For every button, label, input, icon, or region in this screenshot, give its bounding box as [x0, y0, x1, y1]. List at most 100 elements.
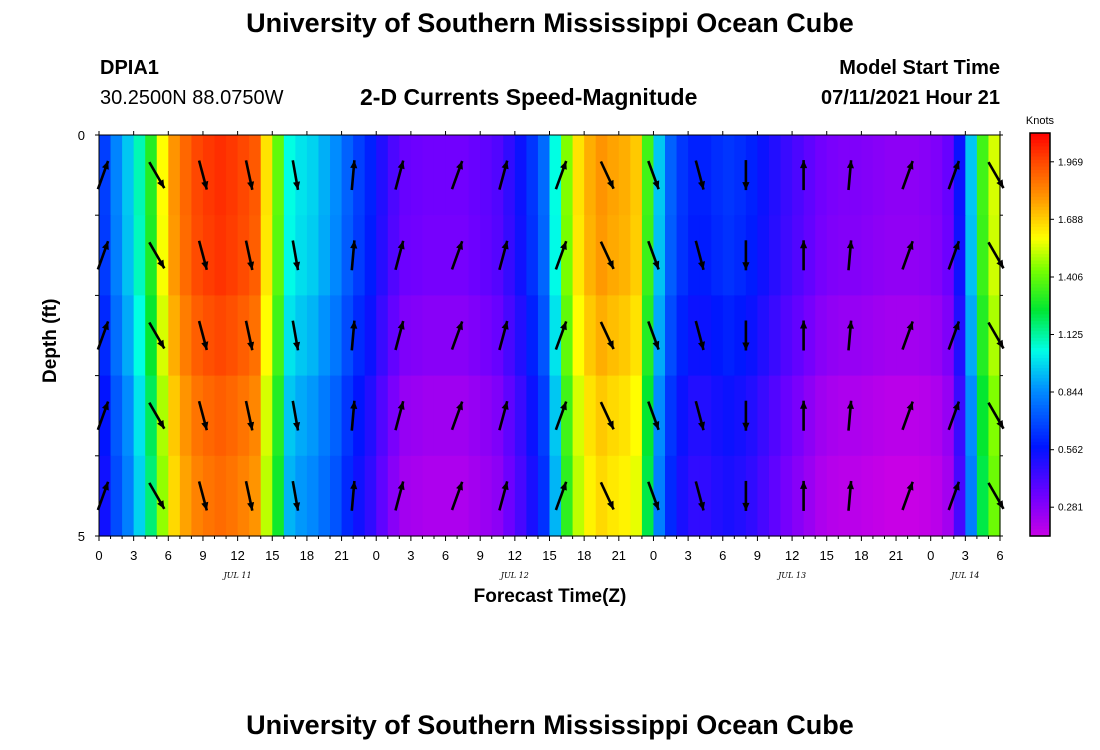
heatmap-cell [618, 215, 631, 296]
heatmap-cell [283, 295, 296, 377]
colorbar-swatch [1030, 317, 1050, 322]
heatmap-cell [526, 215, 539, 296]
colorbar-tick-label: 0.844 [1058, 388, 1083, 399]
heatmap-cell [838, 375, 851, 457]
colorbar-swatch [1030, 267, 1050, 272]
current-vector-arrow [947, 160, 961, 190]
heatmap-cell [376, 295, 389, 377]
heatmap-cell [896, 135, 909, 216]
x-tick-label: 21 [612, 548, 626, 563]
heatmap-cell [318, 455, 331, 537]
colorbar-swatch [1030, 421, 1050, 426]
heatmap-cell [699, 375, 712, 457]
colorbar-swatch [1030, 519, 1050, 524]
colorbar-swatch [1030, 435, 1050, 440]
heatmap-cell [849, 295, 862, 377]
heatmap-cell [584, 295, 597, 377]
colorbar-swatch [1030, 462, 1050, 467]
colorbar-swatch [1030, 213, 1050, 218]
heatmap-cell [306, 135, 320, 216]
heatmap-cell [561, 375, 574, 457]
heatmap-cell [341, 295, 354, 377]
colorbar-swatch [1030, 465, 1050, 470]
current-vector-arrow [800, 400, 808, 431]
colorbar-swatch [1030, 180, 1050, 184]
model-start-label: Model Start Time [839, 57, 1000, 79]
heatmap-cell [861, 455, 874, 537]
colorbar-swatch [1030, 196, 1050, 201]
heatmap-cell [884, 375, 897, 457]
heatmap-cell [514, 455, 527, 537]
heatmap-cell [503, 215, 516, 296]
current-vector-arrow [350, 240, 358, 271]
heatmap-cell [768, 215, 782, 296]
heatmap-cell [526, 135, 539, 216]
heatmap-cell [988, 215, 1001, 296]
heatmap-cell [445, 215, 458, 296]
heatmap-cell [99, 295, 112, 377]
heatmap-cell [780, 135, 793, 216]
heatmap-cell [768, 375, 782, 457]
current-vector-arrow [901, 160, 914, 190]
heatmap-cell [919, 135, 932, 216]
heatmap-cell [457, 215, 470, 296]
heatmap-cell [272, 375, 285, 457]
heatmap-cell [341, 375, 354, 457]
colorbar: Knots 1.969 1.688 1.406 1.125 0.844 0.562 0.281 [1026, 115, 1083, 537]
heatmap-cell [965, 455, 978, 537]
heatmap-cell [202, 455, 216, 537]
current-vector-arrow [450, 160, 464, 190]
colorbar-swatch [1030, 522, 1050, 527]
current-vector-arrow [498, 240, 509, 271]
heatmap-cell [815, 455, 828, 537]
heatmap-cell [226, 455, 239, 537]
current-vector-arrow [498, 160, 509, 190]
heatmap-cell [803, 295, 816, 377]
heatmap-cell [399, 215, 412, 296]
heatmap-cell [572, 375, 585, 457]
heatmap-cell [849, 215, 862, 296]
heatmap-cell [202, 375, 216, 457]
colorbar-swatch [1030, 341, 1050, 346]
heatmap-cell [665, 295, 678, 377]
heatmap-cell [688, 215, 701, 296]
heatmap-cell [792, 215, 805, 296]
current-vector-arrow [96, 160, 110, 190]
heatmap-cell [653, 375, 666, 457]
heatmap-cell [318, 295, 331, 377]
heatmap-cell [861, 375, 874, 457]
heatmap-cell [699, 455, 712, 537]
x-tick-label: 3 [130, 548, 137, 563]
heatmap-cell [387, 455, 400, 537]
footer-title: University of Southern Mississippi Ocean… [246, 710, 854, 740]
heatmap-cell [537, 295, 551, 377]
heatmap-cell [711, 455, 724, 537]
heatmap-cell [422, 455, 435, 537]
heatmap-cell [930, 375, 943, 457]
heatmap-cell [688, 295, 701, 377]
current-vector-arrow [394, 160, 405, 190]
heatmap-cell [595, 215, 608, 296]
colorbar-swatch [1030, 448, 1050, 453]
colorbar-swatch [1030, 388, 1050, 393]
heatmap-cell [780, 455, 793, 537]
heatmap-cell [514, 375, 527, 457]
colorbar-swatch [1030, 405, 1050, 409]
heatmap-cell [445, 135, 458, 216]
x-tick-label: 9 [754, 548, 761, 563]
heatmap-cell [191, 455, 204, 537]
heatmap-cell [272, 135, 285, 216]
current-vector-arrow [554, 240, 568, 270]
heatmap-cell [826, 135, 839, 216]
heatmap-cell [503, 295, 516, 377]
heatmap-cell [306, 295, 320, 377]
heatmap-cell [410, 375, 424, 457]
heatmap-cell [491, 215, 504, 296]
heatmap-cell [826, 295, 839, 377]
current-vector-arrow [647, 240, 660, 270]
current-vector-arrow [599, 241, 615, 270]
colorbar-swatch [1030, 327, 1050, 332]
heatmap-cell [433, 295, 447, 377]
colorbar-swatch [1030, 280, 1050, 285]
current-vector-arrow [197, 481, 209, 511]
